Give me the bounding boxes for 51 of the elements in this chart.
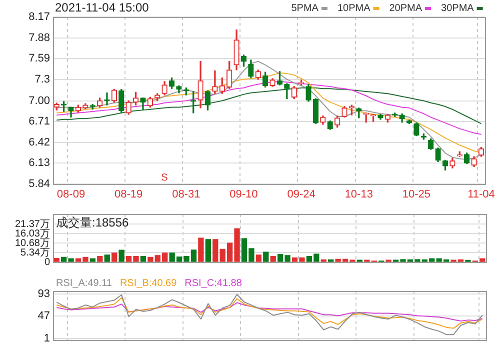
y-tick-label: 6.13 (28, 157, 50, 170)
bar (97, 256, 103, 262)
x-tick-label: 10-25 (402, 188, 431, 200)
y-tick-label: 7.59 (28, 52, 50, 65)
y-tick-label: 93 (38, 288, 50, 300)
chart-title: 2021-11-04 15:00 (55, 0, 150, 14)
bar (54, 258, 60, 262)
x-tick-label: 09-10 (230, 188, 258, 200)
y-tick-label: 47 (38, 310, 50, 322)
y-tick-label: 16.03万 (14, 228, 50, 240)
legend-label: 30PMA (441, 2, 474, 14)
y-tick-label: 7.88 (28, 32, 50, 44)
x-tick-label: 11-04 (468, 188, 495, 200)
y-tick-label: 5.34万 (20, 247, 50, 258)
legend-label: 10PMA (337, 2, 371, 14)
bar (328, 259, 334, 262)
bar (90, 258, 96, 262)
legend-label: 20PMA (389, 2, 422, 14)
y-tick-label: 6.71 (28, 116, 50, 128)
y-tick-label: 1 (44, 332, 50, 344)
x-tick-label: 10-13 (344, 188, 373, 200)
y-tick-label: 21.37万 (14, 218, 50, 230)
legend-label: 5PMA (291, 2, 319, 14)
bar (140, 256, 146, 262)
series-label: RSI_B:40.69 (120, 278, 178, 289)
bar (320, 259, 326, 262)
bar (263, 252, 269, 262)
bar (104, 254, 110, 262)
x-tick-label: 08-19 (114, 188, 143, 200)
bar (212, 239, 218, 262)
chart-title: 成交量:18556 (56, 215, 130, 230)
series-label: RSI_A:49.11 (56, 278, 112, 289)
bar (270, 256, 276, 262)
y-tick-label: 5.84 (28, 178, 50, 190)
y-tick-label: 7.3 (34, 73, 50, 86)
y-tick-label: 6.42 (28, 136, 50, 148)
candlestick (212, 70, 218, 94)
x-tick-label: 09-24 (287, 188, 316, 200)
annotation: S (161, 172, 168, 184)
bar (205, 239, 211, 262)
y-tick-label: 10.68万 (14, 238, 50, 249)
series-label: RSI_C:41.88 (184, 278, 242, 289)
bar (198, 238, 204, 262)
bar (112, 252, 118, 262)
y-tick-label: 0 (44, 256, 50, 268)
bar (118, 250, 124, 262)
y-tick-label: 8.17 (28, 11, 50, 24)
x-tick-label: 08-31 (172, 188, 200, 200)
bar (256, 254, 262, 262)
y-tick-label: 7.00 (28, 94, 50, 107)
x-tick-label: 08-09 (56, 188, 86, 200)
